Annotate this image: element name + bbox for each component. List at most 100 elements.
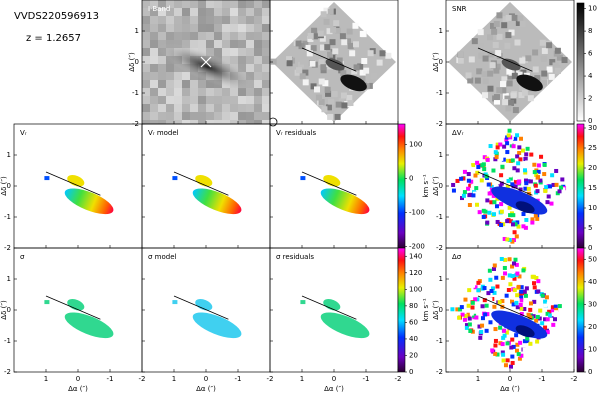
pixel	[158, 8, 166, 16]
colorbar-tick-label: 5	[588, 224, 592, 232]
pixel	[246, 48, 254, 56]
pixel	[499, 202, 504, 207]
pixel	[478, 335, 483, 340]
pixel	[142, 40, 150, 48]
pixel	[493, 150, 498, 155]
pixel	[466, 178, 471, 183]
pixel	[508, 213, 513, 218]
colorbar-tick-label: 2	[588, 95, 592, 103]
pixel	[467, 77, 474, 84]
pixel	[519, 84, 526, 91]
pixel	[522, 339, 527, 344]
pixel	[246, 64, 254, 72]
pixel	[549, 59, 556, 66]
pixel	[385, 52, 392, 59]
pixel	[246, 24, 254, 32]
pixel	[150, 8, 158, 16]
y-tick-label: -1	[436, 337, 443, 345]
pixel	[318, 59, 325, 66]
pixel	[246, 104, 254, 112]
pixel	[510, 158, 515, 163]
pixel	[150, 48, 158, 56]
pixel	[548, 313, 553, 318]
pixel	[525, 146, 530, 151]
y-tick-label: 1	[7, 275, 11, 283]
pixel	[246, 56, 254, 64]
pixel	[357, 63, 364, 70]
pixel	[469, 199, 474, 204]
pixel	[352, 22, 359, 29]
pixel	[174, 0, 182, 8]
pixel	[511, 72, 518, 79]
pixel	[492, 290, 497, 295]
pixel	[510, 222, 515, 227]
pixel	[457, 315, 462, 320]
pixel	[238, 0, 246, 8]
pixel	[321, 106, 328, 113]
pixel	[230, 56, 238, 64]
pixel	[230, 48, 238, 56]
pixel	[519, 312, 524, 317]
pixel	[471, 193, 476, 198]
pixel	[513, 184, 518, 189]
pixel	[507, 205, 512, 210]
pixel	[254, 104, 262, 112]
pixel	[500, 275, 505, 280]
pixel	[524, 152, 529, 157]
pixel	[474, 77, 481, 84]
pixel	[262, 24, 270, 32]
pixel	[505, 237, 510, 242]
pixel	[190, 120, 198, 124]
major-axis	[301, 47, 357, 72]
x-tick-label: 1	[476, 375, 480, 383]
pixel	[166, 64, 174, 72]
pixel	[511, 302, 516, 307]
pixel	[504, 42, 511, 49]
pixel	[150, 56, 158, 64]
pixel	[468, 328, 473, 333]
x-tick-label: -2	[571, 375, 578, 383]
major-axis	[301, 295, 357, 320]
pixel	[166, 72, 174, 80]
y-tick-label: -1	[4, 337, 11, 345]
colorbar-tick-label: 120	[409, 269, 422, 277]
pixel	[547, 309, 552, 314]
pixel	[262, 8, 270, 16]
pixel	[254, 96, 262, 104]
pixel	[450, 307, 455, 312]
y-tick-label: 0	[439, 306, 443, 314]
pixel	[515, 19, 522, 26]
pixel	[206, 48, 214, 56]
pixel	[506, 178, 511, 183]
pixel	[559, 185, 564, 190]
pixel	[166, 88, 174, 96]
pixel	[510, 147, 515, 152]
pixel	[515, 168, 520, 173]
pixel	[460, 312, 465, 317]
pixel	[510, 273, 515, 278]
pixel	[499, 209, 504, 214]
pixel	[182, 0, 190, 8]
x-tick-label: -2	[267, 375, 274, 383]
pixel	[246, 112, 254, 120]
pixel	[214, 32, 222, 40]
pixel	[525, 55, 532, 62]
panel-image	[44, 295, 114, 339]
pixel	[222, 16, 230, 24]
pixel	[509, 219, 514, 224]
pixel	[470, 305, 475, 310]
colorbar-tick-label: 0	[409, 368, 413, 376]
pixel	[246, 120, 254, 124]
pixel	[534, 75, 541, 82]
pixel	[542, 172, 547, 177]
pixel	[466, 186, 471, 191]
pixel	[508, 100, 515, 107]
pixel	[502, 144, 507, 149]
pixel	[505, 150, 510, 155]
pixel	[190, 104, 198, 112]
pixel	[262, 96, 270, 104]
pixel	[523, 213, 528, 218]
pixel	[486, 182, 491, 187]
pixel	[495, 284, 500, 289]
pixel	[198, 32, 206, 40]
